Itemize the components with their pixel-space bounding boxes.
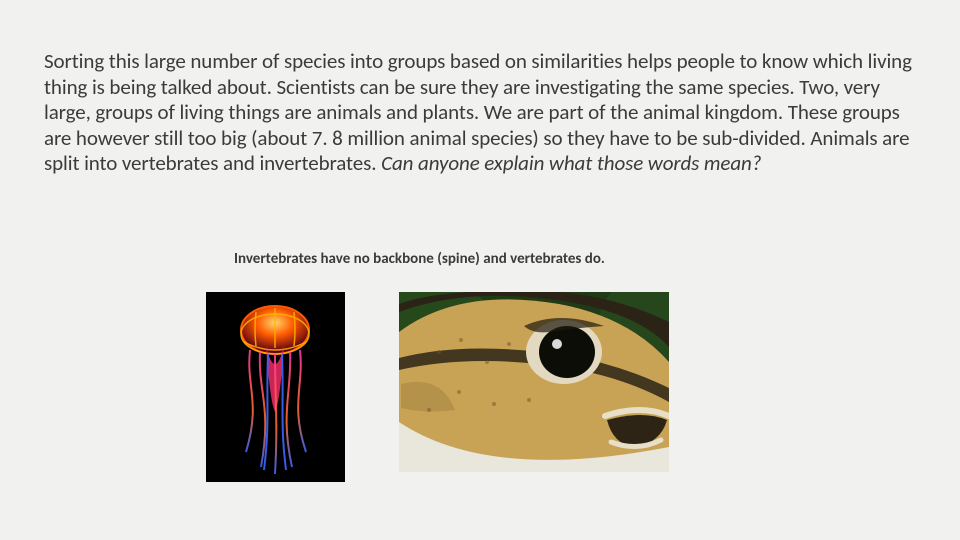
jellyfish-image: [206, 292, 345, 482]
pufferfish-image: [399, 292, 669, 472]
definition-text: Invertebrates have no backbone (spine) a…: [234, 250, 605, 268]
body-question-text: Can anyone explain what those words mean…: [381, 150, 761, 176]
body-paragraph: Sorting this large number of species int…: [44, 49, 920, 177]
slide: Sorting this large number of species int…: [0, 0, 960, 540]
image-row: [206, 292, 669, 482]
